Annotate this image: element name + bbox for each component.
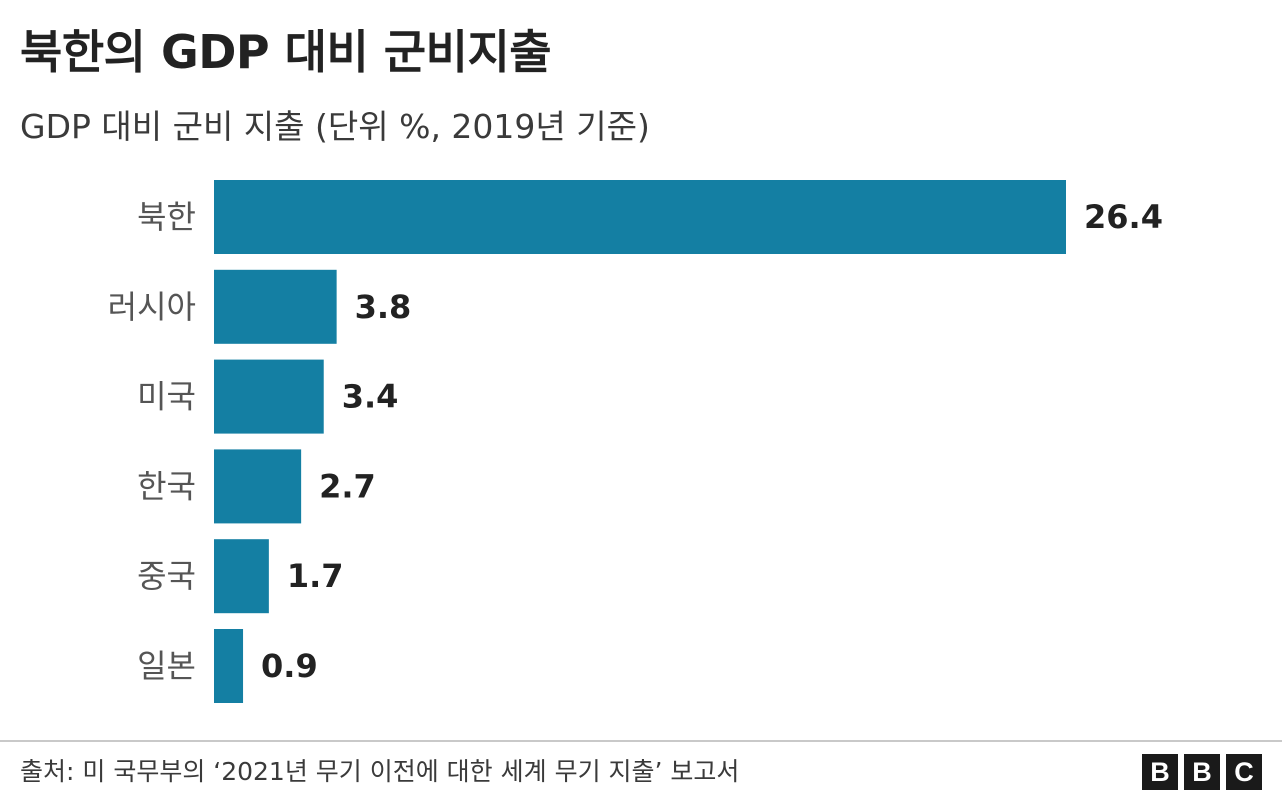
value-label-4: 1.7: [287, 557, 344, 595]
bar-5: [214, 629, 244, 703]
bar-3: [214, 449, 302, 524]
bbc-logo: B B C: [1142, 754, 1262, 790]
bar-2: [214, 359, 324, 434]
category-label-5: 일본: [137, 647, 196, 685]
category-label-4: 중국: [137, 557, 196, 595]
bar-0: [214, 180, 1066, 254]
value-label-3: 2.7: [319, 467, 376, 505]
value-label-0: 26.4: [1084, 198, 1163, 236]
category-label-2: 미국: [137, 378, 196, 416]
bar-4: [214, 539, 269, 614]
bbc-logo-block-c: C: [1226, 754, 1262, 790]
bbc-logo-block-b2: B: [1184, 754, 1220, 790]
bar-chart: 북한 26.4 러시아 3.8 미국 3.4 한국 2.7 중국 1.7 일본 0.9: [108, 180, 1163, 703]
category-label-3: 한국: [137, 467, 196, 505]
bbc-logo-block-b1: B: [1142, 754, 1178, 790]
category-label-1: 러시아: [108, 288, 196, 326]
value-label-1: 3.8: [355, 288, 412, 326]
category-label-0: 북한: [137, 198, 196, 236]
chart-title: 북한의 GDP 대비 군비지출: [20, 25, 552, 79]
source-note: 출처: 미 국무부의 ‘2021년 무기 이전에 대한 세계 무기 지출’ 보고…: [20, 757, 740, 786]
footer-divider: [0, 740, 1282, 742]
chart-subtitle: GDP 대비 군비 지출 (단위 %, 2019년 기준): [20, 107, 650, 146]
value-label-5: 0.9: [261, 647, 318, 685]
value-label-2: 3.4: [342, 378, 399, 416]
bar-1: [214, 269, 337, 344]
